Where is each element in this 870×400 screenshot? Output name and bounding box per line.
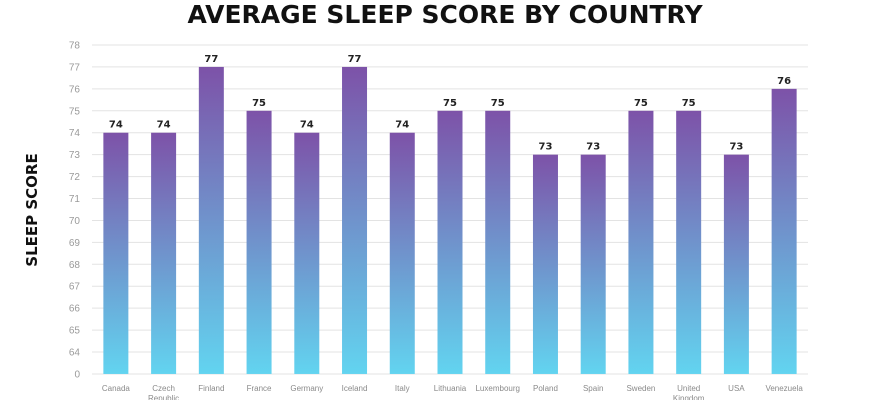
x-tick-label: Lithuania (434, 384, 467, 393)
bar (389, 132, 415, 374)
bar (676, 110, 702, 374)
bar (580, 154, 606, 374)
x-tick-label: Italy (395, 384, 410, 393)
y-tick-label: 64 (69, 348, 81, 359)
x-tick-label: Iceland (342, 384, 368, 393)
y-tick-label: 75 (69, 106, 81, 117)
y-axis-label: SLEEP SCORE (23, 153, 41, 266)
x-tick-label: Luxembourg (475, 384, 519, 393)
x-tick-label: Finland (198, 384, 224, 393)
x-tick-label: USA (728, 384, 745, 393)
bar (723, 154, 749, 374)
data-label: 74 (300, 120, 314, 131)
data-label: 75 (634, 98, 648, 109)
y-tick-label: 0 (74, 369, 80, 380)
data-label: 75 (491, 98, 505, 109)
y-tick-label: 68 (69, 260, 81, 271)
x-tick-label: Poland (533, 384, 558, 393)
data-label: 73 (539, 142, 553, 153)
x-tick-label: Venezuela (765, 384, 803, 393)
bar (532, 154, 558, 374)
y-tick-label: 72 (69, 172, 81, 183)
data-label: 73 (586, 142, 600, 153)
data-label: 77 (348, 54, 362, 65)
data-label: 73 (729, 142, 743, 153)
y-tick-label: 69 (69, 238, 81, 249)
bar (151, 132, 177, 374)
bar (103, 132, 129, 374)
bar (294, 132, 320, 374)
x-tick-label: Germany (290, 384, 323, 393)
y-tick-label: 70 (69, 216, 81, 227)
y-tick-label: 66 (69, 304, 81, 315)
data-label: 74 (395, 120, 409, 131)
y-tick-label: 74 (69, 128, 81, 139)
data-label: 76 (777, 76, 791, 87)
data-label: 74 (109, 120, 123, 131)
x-tick-label: United Kingdom (673, 384, 705, 400)
x-tick-label: Spain (583, 384, 603, 393)
bar (246, 110, 272, 374)
bars (103, 66, 797, 374)
bar (198, 66, 224, 374)
x-tick-label: Czech Republic (148, 384, 179, 400)
y-tick-label: 65 (69, 326, 81, 337)
y-tick-label: 78 (69, 41, 81, 52)
chart-title: AVERAGE SLEEP SCORE BY COUNTRY (187, 0, 703, 29)
x-tick-label: France (247, 384, 272, 393)
bar (437, 110, 463, 374)
x-tick-label: Canada (102, 384, 131, 393)
data-label: 77 (204, 54, 218, 65)
y-tick-label: 77 (69, 62, 81, 73)
y-axis-ticks: 0 64 65 66 67 68 69 70 71 72 73 74 75 76 77 78 (69, 41, 81, 381)
y-tick-label: 73 (69, 150, 81, 161)
data-label: 75 (252, 98, 266, 109)
x-axis-ticks: Canada Czech Republic Finland France Germany I… (102, 384, 804, 400)
data-label: 75 (682, 98, 696, 109)
bar (628, 110, 654, 374)
bar (771, 88, 797, 374)
x-tick-label: Sweden (626, 384, 655, 393)
y-tick-label: 76 (69, 84, 81, 95)
y-tick-label: 67 (69, 282, 81, 293)
data-label: 75 (443, 98, 457, 109)
bar (485, 110, 511, 374)
bar (342, 66, 368, 374)
data-label: 74 (157, 120, 171, 131)
y-tick-label: 71 (69, 194, 81, 205)
data-labels: 74 74 77 75 74 77 74 75 75 73 73 75 75 73 76 (109, 54, 791, 153)
